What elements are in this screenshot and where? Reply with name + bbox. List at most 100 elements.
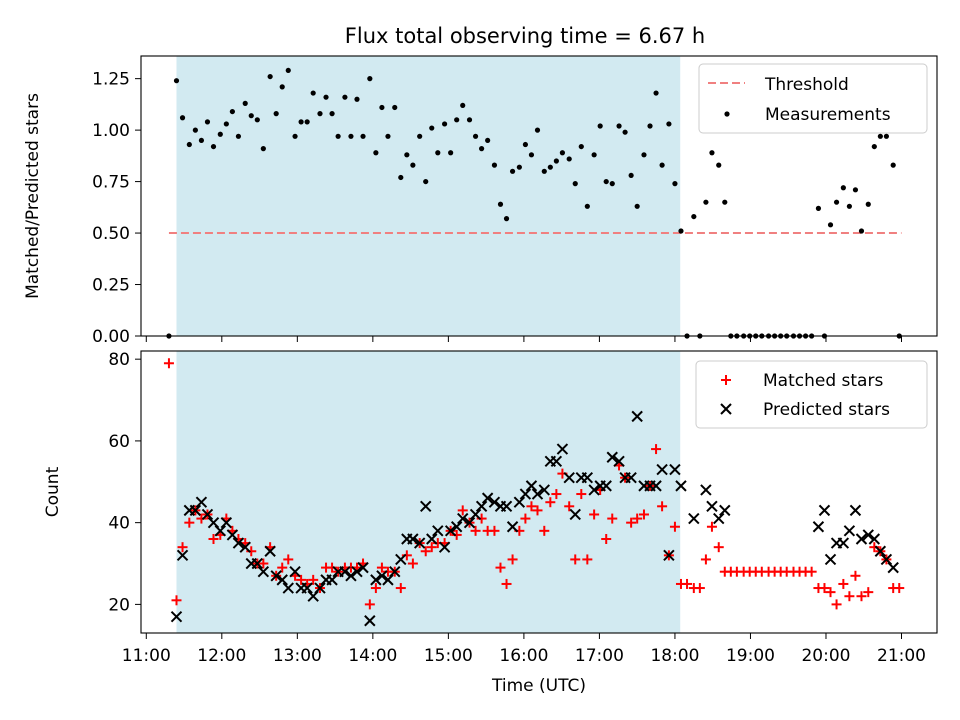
matched-star-point <box>532 505 543 516</box>
marker-stroke <box>631 410 643 423</box>
marker-stroke <box>481 492 494 504</box>
measurement-point <box>460 102 466 109</box>
marker-stroke <box>364 615 376 627</box>
matched-star-point <box>420 546 431 557</box>
matched-star-point <box>470 525 481 536</box>
measurement-point <box>267 73 273 80</box>
measurement-point <box>173 78 180 84</box>
measurement-point <box>541 168 547 174</box>
predicted-star-point <box>270 570 282 582</box>
chart-title: Flux total observing time = 6.67 h <box>345 24 705 48</box>
y-tick-label: 0.25 <box>92 276 130 296</box>
y-tick-label: 60 <box>108 432 130 452</box>
predicted-star-markers <box>170 410 899 627</box>
top-legend-box <box>698 63 928 134</box>
marker-stroke <box>457 512 469 525</box>
top-y-axis-label: Matched/Predicted stars <box>23 93 43 299</box>
predicted-star-point <box>232 537 245 549</box>
predicted-star-point <box>214 525 227 537</box>
measurement-point <box>815 205 822 211</box>
marker-stroke <box>345 570 357 582</box>
marker-stroke <box>444 525 457 537</box>
marker-stroke <box>475 500 488 513</box>
marker-stroke <box>868 533 881 545</box>
matched-star-point <box>507 554 518 565</box>
legend-predicted-label: Predicted stars <box>763 400 890 420</box>
bottom-legend-box <box>695 360 928 429</box>
x-tick-label: 11:00 <box>122 646 171 666</box>
marker-stroke <box>663 549 675 562</box>
matched-star-point <box>694 583 705 594</box>
measurement-point <box>367 76 373 82</box>
measurement-point <box>553 158 559 164</box>
marker-stroke <box>538 484 550 496</box>
matched-star-point <box>863 587 874 598</box>
matched-star-point <box>395 583 406 594</box>
observing-window-shade <box>176 56 681 336</box>
measurement-point <box>877 133 883 139</box>
predicted-star-point <box>862 529 874 541</box>
measurement-point <box>522 141 529 148</box>
marker-stroke <box>569 508 581 521</box>
marker-stroke <box>862 529 874 541</box>
measurement-point <box>716 162 722 168</box>
matched-star-point <box>277 562 288 573</box>
measurement-point <box>871 143 877 150</box>
measurement-point <box>703 199 709 205</box>
marker-stroke <box>519 488 532 500</box>
predicted-star-point <box>357 561 369 574</box>
marker-stroke <box>426 533 438 545</box>
marker-stroke <box>625 471 637 484</box>
measurement-point <box>423 178 429 185</box>
predicted-star-point <box>257 565 270 578</box>
matched-star-point <box>163 358 174 369</box>
observing-window-shade <box>176 351 681 633</box>
measurement-point <box>609 181 615 187</box>
marker-stroke <box>314 582 326 594</box>
measurement-point <box>354 96 360 102</box>
measurement-point <box>210 143 217 150</box>
measurement-point <box>229 108 235 115</box>
matched-star-point <box>407 558 418 569</box>
matched-star-point <box>589 509 600 520</box>
measurement-point <box>659 162 665 168</box>
matched-star-point <box>700 554 711 565</box>
marker-stroke <box>588 484 600 496</box>
measurement-point <box>485 137 491 144</box>
marker-stroke <box>675 480 687 492</box>
marker-stroke <box>220 516 233 529</box>
matched-star-point <box>844 591 855 602</box>
x-tick-label: 12:00 <box>197 646 246 666</box>
measurement-point <box>653 90 659 96</box>
measurement-point <box>398 174 404 181</box>
measurement-point <box>392 104 398 111</box>
matched-star-point <box>370 583 381 594</box>
predicted-star-point <box>251 557 264 570</box>
predicted-star-point <box>170 610 183 623</box>
measurement-point <box>285 67 291 74</box>
measurement-point <box>865 201 871 207</box>
predicted-star-point <box>444 525 457 537</box>
predicted-star-point <box>531 488 544 500</box>
matched-star-point <box>850 570 861 581</box>
predicted-star-point <box>706 500 718 513</box>
marker-stroke <box>700 484 712 496</box>
measurement-point <box>317 111 323 117</box>
measurement-point <box>559 150 566 156</box>
predicted-star-point <box>600 480 612 492</box>
matched-star-point <box>489 525 500 536</box>
predicted-star-point <box>843 525 856 537</box>
measurement-point <box>204 119 211 125</box>
matched-star-point <box>638 509 649 520</box>
bottom-y-ticks: 20 40 60 80 <box>108 350 141 615</box>
top-x-ticks <box>145 336 903 342</box>
marker-stroke <box>550 455 563 468</box>
matched-star-point <box>551 489 562 500</box>
measurement-point <box>497 201 504 207</box>
matched-star-point <box>208 534 219 544</box>
marker-stroke <box>719 504 731 517</box>
measurement-points <box>166 67 902 339</box>
x-tick-label: 21:00 <box>877 646 926 666</box>
measurement-point <box>223 121 229 127</box>
x-axis-label: Time (UTC) <box>491 676 586 696</box>
